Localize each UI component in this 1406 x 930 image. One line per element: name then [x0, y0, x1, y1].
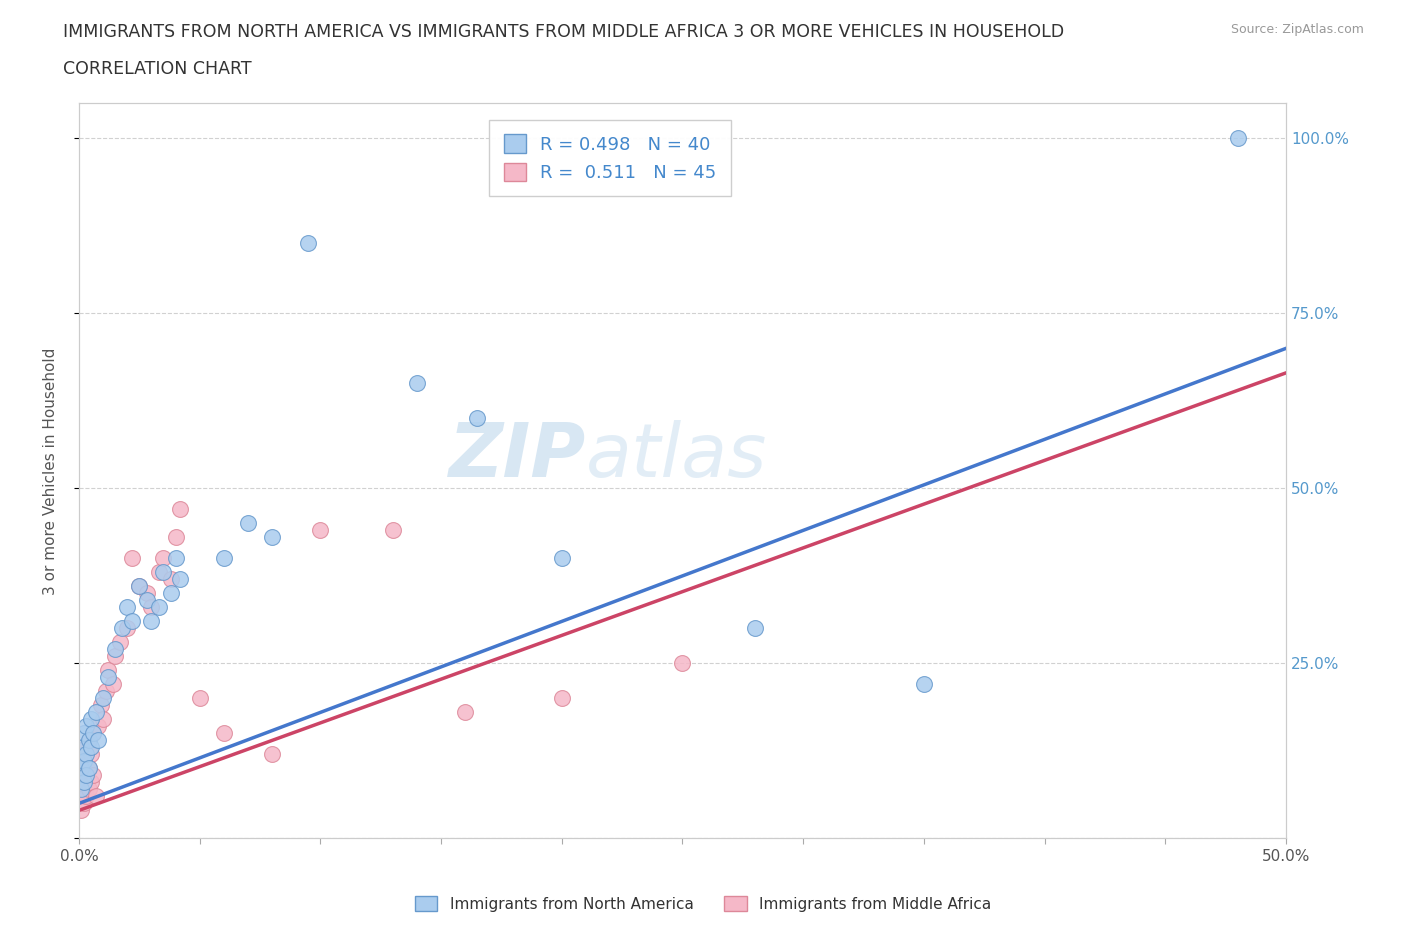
Point	[77, 733, 100, 748]
Point	[70, 803, 93, 817]
Text: CORRELATION CHART: CORRELATION CHART	[63, 60, 252, 78]
Point	[77, 733, 100, 748]
Point	[159, 586, 181, 601]
Point	[165, 551, 187, 565]
Point	[101, 677, 124, 692]
Text: Source: ZipAtlas.com: Source: ZipAtlas.com	[1230, 23, 1364, 36]
Point	[73, 747, 96, 762]
Point	[70, 761, 93, 776]
Point	[82, 726, 104, 741]
Text: IMMIGRANTS FROM NORTH AMERICA VS IMMIGRANTS FROM MIDDLE AFRICA 3 OR MORE VEHICLE: IMMIGRANTS FROM NORTH AMERICA VS IMMIGRA…	[63, 23, 1064, 41]
Legend: Immigrants from North America, Immigrants from Middle Africa: Immigrants from North America, Immigrant…	[408, 889, 998, 918]
Point	[73, 796, 96, 811]
Point	[104, 649, 127, 664]
Point	[551, 691, 574, 706]
Point	[121, 551, 143, 565]
Point	[84, 789, 107, 804]
Point	[82, 726, 104, 741]
Point	[169, 502, 191, 517]
Point	[108, 635, 131, 650]
Point	[159, 572, 181, 587]
Point	[91, 712, 114, 727]
Point	[381, 523, 404, 538]
Point	[70, 775, 93, 790]
Point	[454, 705, 477, 720]
Point	[70, 789, 93, 804]
Point	[94, 684, 117, 698]
Point	[212, 551, 235, 565]
Point	[77, 782, 100, 797]
Point	[912, 677, 935, 692]
Point	[465, 411, 488, 426]
Point	[115, 621, 138, 636]
Point	[84, 705, 107, 720]
Point	[73, 754, 96, 769]
Point	[75, 740, 97, 755]
Point	[80, 712, 103, 727]
Point	[70, 761, 93, 776]
Point	[87, 719, 110, 734]
Point	[135, 593, 157, 608]
Point	[75, 768, 97, 783]
Point	[75, 768, 97, 783]
Point	[91, 691, 114, 706]
Text: atlas: atlas	[586, 420, 768, 492]
Point	[309, 523, 332, 538]
Point	[212, 726, 235, 741]
Point	[141, 600, 163, 615]
Point	[73, 768, 96, 783]
Point	[152, 551, 174, 565]
Point	[1226, 131, 1249, 146]
Point	[75, 747, 97, 762]
Point	[121, 614, 143, 629]
Point	[75, 789, 97, 804]
Point	[671, 656, 693, 671]
Point	[135, 586, 157, 601]
Point	[148, 600, 170, 615]
Point	[406, 376, 429, 391]
Point	[262, 530, 284, 545]
Point	[70, 740, 93, 755]
Point	[297, 236, 319, 251]
Point	[236, 516, 259, 531]
Point	[80, 747, 103, 762]
Point	[104, 642, 127, 657]
Point	[80, 775, 103, 790]
Point	[75, 719, 97, 734]
Point	[73, 782, 96, 797]
Point	[80, 740, 103, 755]
Point	[551, 551, 574, 565]
Point	[73, 775, 96, 790]
Point	[188, 691, 211, 706]
Point	[111, 621, 134, 636]
Point	[744, 621, 766, 636]
Point	[97, 663, 120, 678]
Point	[77, 761, 100, 776]
Point	[82, 768, 104, 783]
Point	[77, 761, 100, 776]
Point	[262, 747, 284, 762]
Point	[115, 600, 138, 615]
Point	[128, 579, 150, 594]
Point	[165, 530, 187, 545]
Point	[141, 614, 163, 629]
Y-axis label: 3 or more Vehicles in Household: 3 or more Vehicles in Household	[44, 347, 58, 594]
Point	[169, 572, 191, 587]
Legend: R = 0.498   N = 40, R =  0.511   N = 45: R = 0.498 N = 40, R = 0.511 N = 45	[489, 120, 731, 196]
Point	[128, 579, 150, 594]
Point	[73, 726, 96, 741]
Point	[90, 698, 112, 713]
Point	[148, 565, 170, 579]
Point	[70, 782, 93, 797]
Point	[97, 670, 120, 684]
Point	[152, 565, 174, 579]
Point	[87, 733, 110, 748]
Text: ZIP: ZIP	[449, 419, 586, 493]
